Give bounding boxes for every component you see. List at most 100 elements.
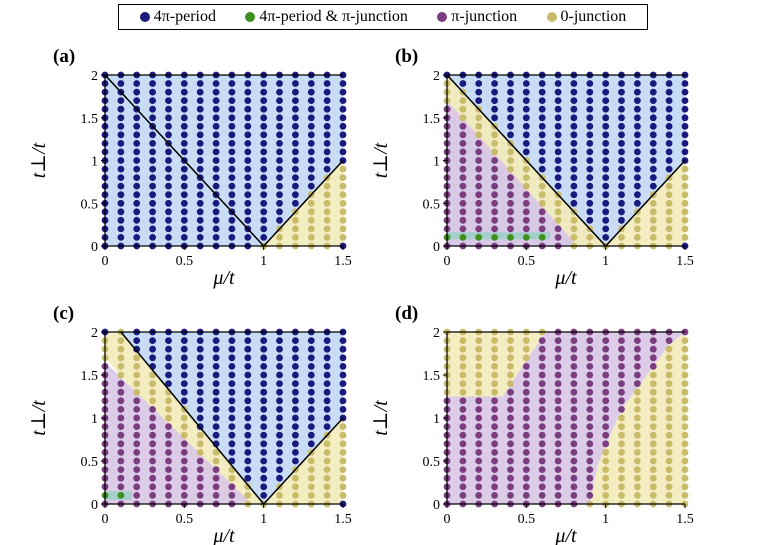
- data-point: [212, 80, 220, 87]
- data-point: [339, 140, 347, 147]
- data-point: [260, 148, 268, 156]
- data-point: [665, 225, 673, 233]
- data-point: [538, 199, 546, 207]
- data-point: [634, 345, 641, 353]
- data-point: [149, 191, 157, 199]
- data-point: [538, 122, 546, 130]
- data-point: [459, 354, 467, 362]
- x-tick-label: 1: [602, 512, 609, 527]
- data-point: [507, 225, 514, 233]
- data-point: [570, 80, 578, 87]
- data-point: [649, 457, 657, 465]
- data-point: [570, 423, 578, 430]
- data-point: [586, 174, 594, 182]
- data-point: [618, 406, 625, 413]
- data-point: [554, 388, 562, 396]
- data-point: [522, 423, 530, 430]
- data-point: [117, 371, 125, 379]
- data-point: [681, 88, 689, 96]
- data-point: [117, 234, 125, 241]
- data-point: [586, 157, 594, 164]
- data-point: [117, 97, 125, 104]
- data-point: [459, 474, 467, 482]
- data-point: [491, 431, 498, 439]
- data-point: [180, 354, 188, 362]
- data-point: [260, 474, 268, 482]
- data-point: [260, 397, 268, 405]
- data-point: [618, 122, 625, 130]
- data-point: [244, 157, 252, 164]
- data-point: [165, 157, 172, 164]
- data-point: [538, 216, 546, 224]
- data-point: [634, 492, 641, 499]
- data-point: [554, 363, 562, 370]
- data-point: [180, 182, 188, 190]
- data-point: [133, 97, 141, 104]
- data-point: [634, 131, 641, 139]
- data-point: [260, 157, 268, 164]
- data-point: [196, 122, 204, 130]
- data-point: [228, 363, 236, 370]
- data-point: [665, 345, 673, 353]
- data-point: [570, 191, 578, 199]
- data-point: [339, 122, 347, 130]
- data-point: [522, 363, 530, 370]
- data-point: [634, 199, 641, 207]
- data-point: [538, 406, 546, 413]
- data-point: [292, 122, 299, 130]
- data-point: [681, 234, 689, 241]
- data-point: [196, 440, 204, 448]
- data-point: [681, 457, 689, 465]
- data-point: [649, 165, 657, 173]
- data-point: [570, 199, 578, 207]
- data-point: [244, 148, 252, 156]
- data-point: [196, 97, 204, 104]
- data-point: [165, 354, 172, 362]
- data-point: [323, 97, 331, 104]
- data-point: [244, 105, 252, 113]
- data-point: [307, 466, 315, 473]
- data-point: [323, 122, 331, 130]
- data-point: [634, 414, 641, 422]
- data-point: [228, 388, 236, 396]
- data-point: [586, 199, 594, 207]
- data-point: [665, 105, 673, 113]
- data-point: [522, 131, 530, 139]
- data-point: [117, 140, 125, 147]
- data-point: [665, 380, 673, 387]
- x-tick-label: 1.5: [334, 254, 352, 269]
- data-point: [323, 363, 331, 370]
- data-point: [276, 354, 283, 362]
- data-point: [459, 97, 467, 104]
- data-point: [307, 483, 315, 491]
- data-point: [276, 363, 283, 370]
- data-point: [339, 182, 347, 190]
- data-point: [244, 440, 252, 448]
- data-point: [602, 397, 610, 405]
- data-point: [244, 474, 252, 482]
- data-point: [554, 406, 562, 413]
- data-point: [649, 114, 657, 122]
- data-point: [618, 191, 625, 199]
- data-point: [681, 354, 689, 362]
- data-point: [196, 157, 204, 164]
- data-point: [244, 423, 252, 430]
- data-point: [602, 105, 610, 113]
- data-point: [475, 363, 483, 370]
- data-point: [586, 337, 594, 344]
- data-point: [602, 165, 610, 173]
- panel-2: 0 0.5 1 1.5 0 0.5 1 1.5 2 (c) μ/t t⊥/t: [28, 303, 352, 545]
- data-point: [475, 131, 483, 139]
- data-point: [133, 414, 141, 422]
- data-point: [602, 216, 610, 224]
- data-point: [196, 337, 204, 344]
- data-point: [649, 414, 657, 422]
- data-point: [507, 182, 514, 190]
- data-point: [307, 216, 315, 224]
- data-point: [538, 337, 546, 344]
- data-point: [307, 122, 315, 130]
- data-point: [491, 225, 498, 233]
- data-point: [665, 397, 673, 405]
- y-tick-label: 1: [91, 155, 98, 170]
- data-point: [244, 449, 252, 456]
